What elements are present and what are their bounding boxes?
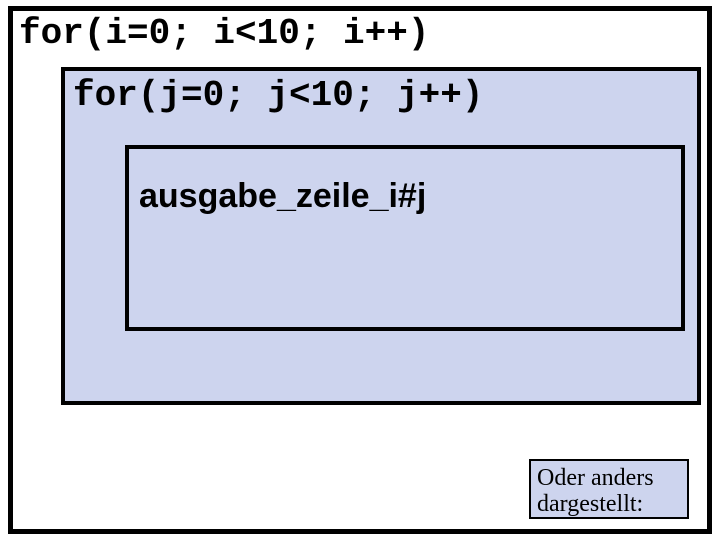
inner-loop-label: for(j=0; j<10; j++) xyxy=(73,75,483,116)
loop-body-label: ausgabe_zeile_i#j xyxy=(139,177,426,216)
inner-loop-box: for(j=0; j<10; j++) ausgabe_zeile_i#j xyxy=(61,67,701,405)
loop-body-box: ausgabe_zeile_i#j xyxy=(125,145,685,331)
caption-line-1: Oder anders xyxy=(537,465,681,491)
caption-box: Oder anders dargestellt: xyxy=(529,459,689,519)
caption-line-2: dargestellt: xyxy=(537,491,681,517)
outer-loop-box: for(i=0; i<10; i++) for(j=0; j<10; j++) … xyxy=(8,6,712,534)
outer-loop-label: for(i=0; i<10; i++) xyxy=(19,13,429,54)
